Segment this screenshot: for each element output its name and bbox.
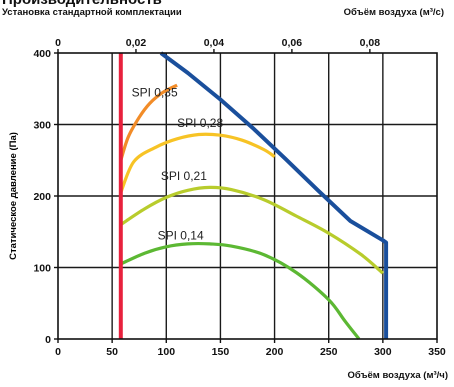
- grid-lines: [58, 53, 437, 339]
- x2-tick-label: 0,06: [282, 37, 303, 49]
- y-tick-label: 300: [33, 120, 51, 132]
- x-tick-label: 0: [55, 346, 61, 358]
- x-tick-label: 150: [212, 346, 230, 358]
- x2-tick-label: 0,08: [360, 37, 381, 49]
- y-axis-title: Статическое давление (Па): [8, 132, 19, 260]
- x2-tick-label: 0,04: [204, 37, 225, 49]
- series-label: SPI 0,35: [132, 85, 178, 99]
- chart-subtitle: Установка стандартной комплектации: [2, 7, 182, 18]
- x2-tick-label: 0,02: [126, 37, 147, 49]
- series-line-boundary-4: [159, 51, 389, 339]
- series-line-spi-0-35: [119, 83, 178, 161]
- x-tick-label: 300: [374, 346, 392, 358]
- series-curves: [118, 51, 389, 340]
- series-line-spi-0-21: [119, 185, 384, 275]
- chart-title: Производительность: [2, 0, 162, 8]
- series-label: SPI 0,21: [161, 169, 207, 183]
- y-tick-label: 100: [33, 263, 51, 275]
- series-labels: SPI 0,35 SPI 0,28 SPI 0,21 SPI 0,14: [132, 85, 224, 242]
- series-label: SPI 0,14: [158, 228, 204, 242]
- y-tick-label: 400: [33, 48, 51, 60]
- x-tick-label: 50: [106, 346, 118, 358]
- x2-tick-label: 0: [55, 37, 61, 49]
- series-line-spi-0-14: [120, 241, 361, 340]
- series-line-spi-0-28: [119, 132, 276, 194]
- y-tick-label: 0: [45, 334, 51, 346]
- x-tick-label: 200: [266, 346, 284, 358]
- x-tick-label: 250: [320, 346, 338, 358]
- x-tick-label: 100: [158, 346, 176, 358]
- top-axis-label: Объём воздуха (м³/с): [343, 7, 444, 18]
- bottom-axis-label: Объём воздуха (м³/ч): [347, 370, 448, 381]
- tick-labels: 0 50 100 150 200 250 300 350 0 100 200 300 400 0 0,02 0…: [33, 37, 445, 358]
- y-tick-label: 200: [33, 191, 51, 203]
- series-label: SPI 0,28: [177, 116, 223, 130]
- plot-frame: [54, 49, 438, 343]
- x-tick-label: 350: [428, 346, 446, 358]
